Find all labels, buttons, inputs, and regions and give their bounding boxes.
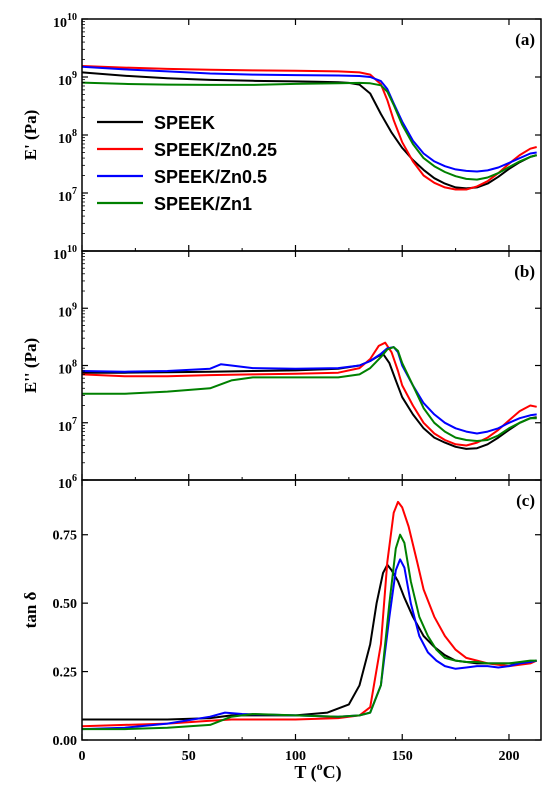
legend-entry: SPEEK/Zn1 [154, 194, 252, 214]
y-tick-label: 107 [58, 186, 77, 205]
y-tick-label: 109 [58, 301, 77, 320]
y-tick-label: 0.25 [53, 666, 78, 681]
series-line-speek-zn1 [82, 533, 537, 731]
series-line-speek-zn1 [82, 346, 537, 442]
y-tick-label: 107 [58, 416, 77, 435]
x-axis-tick-labels: 0 50 100 150 200 [79, 749, 520, 764]
series-line-speek [82, 352, 537, 450]
plot-frame [81, 479, 542, 741]
plot-frame [81, 250, 542, 481]
x-tick-label: 50 [182, 749, 196, 764]
x-axis-title: T (oC) [294, 759, 341, 783]
x-tick-label: 100 [285, 749, 306, 764]
y-tick-label: 0.00 [53, 734, 78, 749]
panel-label: (a) [515, 30, 535, 49]
chart-panels: 107 108 109 1010 E' (Pa) (a) 106 107 108 109 1010 E… [21, 12, 542, 749]
y-tick-label: 1010 [53, 244, 77, 263]
y-axis-title: E'' (Pa) [21, 338, 40, 393]
series-line-speek-zn0-25 [82, 500, 538, 728]
y-tick-label: 108 [58, 128, 77, 147]
series-line-speek-zn0-25 [82, 341, 537, 447]
x-tick-label: 200 [498, 749, 519, 764]
series-line-speek-zn1 [82, 81, 537, 181]
plot-frame [81, 18, 542, 252]
legend: SPEEK SPEEK/Zn0.25 SPEEK/Zn0.5 SPEEK/Zn1 [97, 113, 277, 214]
y-tick-label: 109 [58, 70, 77, 89]
y-tick-label: 0.50 [53, 597, 78, 612]
legend-entry: SPEEK/Zn0.5 [154, 167, 267, 187]
y-tick-label: 0.75 [53, 529, 78, 544]
panel-3: 0.00 0.25 0.50 0.75 tan δ (c) [21, 479, 542, 749]
series-line-speek [82, 71, 537, 190]
series-line-speek [82, 563, 537, 721]
legend-entry: SPEEK/Zn0.25 [154, 140, 277, 160]
x-tick-label: 0 [79, 749, 86, 764]
y-axis-title: E' (Pa) [21, 110, 40, 161]
legend-entry: SPEEK [154, 113, 215, 133]
series-line-speek-zn0-5 [82, 65, 537, 173]
panel-1: 107 108 109 1010 E' (Pa) (a) [21, 12, 542, 252]
y-tick-label: 1010 [53, 12, 77, 31]
series-line-speek-zn0-5 [82, 346, 537, 435]
panel-label: (b) [514, 262, 535, 281]
panel-label: (c) [516, 491, 535, 510]
panel-2: 106 107 108 109 1010 E'' (Pa) (b) [21, 244, 542, 492]
x-tick-label: 150 [392, 749, 413, 764]
y-tick-label: 106 [58, 473, 77, 492]
y-tick-label: 108 [58, 359, 77, 378]
y-axis-title: tan δ [21, 591, 40, 628]
series-line-speek-zn0-5 [82, 558, 537, 731]
